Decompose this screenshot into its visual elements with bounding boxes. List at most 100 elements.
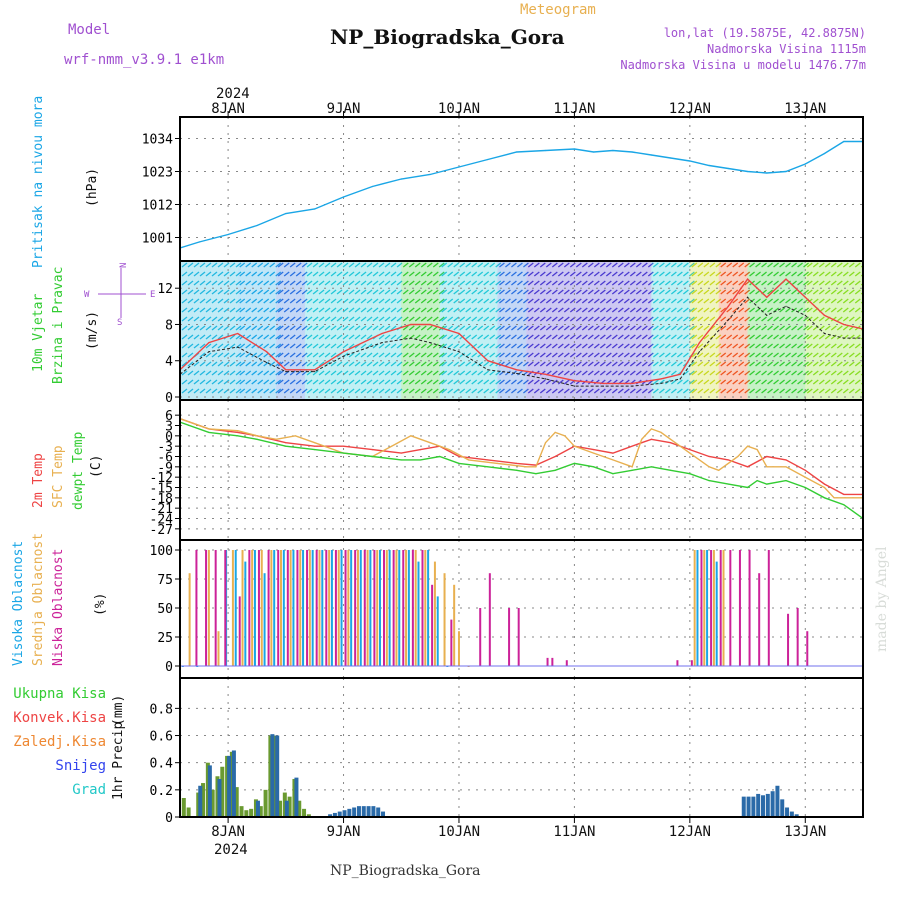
- wind-arrow: [691, 370, 698, 376]
- bar: [676, 660, 679, 666]
- wind-arrow: [697, 307, 704, 313]
- wind-arrow: [245, 280, 252, 286]
- wind-arrow: [611, 271, 618, 277]
- wind-arrow: [720, 352, 727, 358]
- wind-arrow: [477, 325, 484, 331]
- wind-arrow: [779, 388, 785, 394]
- wind-arrow: [289, 316, 296, 322]
- wind-arrow: [749, 388, 755, 394]
- wind-arrow: [738, 370, 745, 376]
- wind-arrow: [732, 388, 739, 394]
- wind-arrow: [336, 298, 343, 304]
- data-point: [823, 497, 826, 499]
- wind-arrow: [193, 388, 200, 394]
- wind-arrow: [283, 325, 290, 331]
- bar: [693, 550, 696, 666]
- wind-arrow: [193, 361, 200, 367]
- data-point: [670, 157, 672, 159]
- data-point: [439, 455, 441, 458]
- bar: [359, 550, 362, 666]
- wind-arrow: [289, 325, 296, 331]
- wind-arrow: [301, 307, 308, 313]
- data-point: [285, 212, 287, 215]
- bar: [402, 550, 405, 666]
- wind-arrow: [384, 334, 391, 340]
- wind-arrow: [652, 280, 659, 286]
- bar: [379, 550, 382, 666]
- wind-arrow: [263, 289, 270, 295]
- wind-arrow: [251, 316, 258, 322]
- wind-arrow: [499, 352, 505, 358]
- wind-arrow: [275, 388, 282, 394]
- wind-arrow: [575, 280, 582, 286]
- precip-legend-item: Konvek.Kisa: [13, 710, 106, 726]
- wind-arrow: [211, 361, 218, 367]
- wind-arrow: [277, 361, 284, 367]
- meteogram-label: Meteogram: [520, 2, 596, 18]
- wind-arrow: [390, 343, 397, 349]
- wind-arrow: [720, 343, 727, 349]
- wind-arrow: [217, 262, 224, 268]
- wind-arrow: [269, 262, 276, 268]
- watermark: made by Angel: [874, 546, 890, 652]
- wind-arrow: [289, 289, 296, 295]
- wind-arrow: [557, 388, 564, 394]
- wind-arrow: [688, 343, 695, 349]
- wind-arrow: [854, 316, 861, 322]
- wind-arrow: [527, 289, 534, 295]
- wind-arrow: [848, 361, 855, 367]
- data-point: [487, 158, 489, 161]
- wind-arrow: [211, 271, 218, 277]
- wind-arrow: [217, 271, 224, 277]
- wind-arrow: [848, 271, 855, 277]
- data-point: [670, 438, 672, 440]
- wind-arrow: [205, 262, 212, 268]
- ytick-label: 75: [157, 573, 173, 588]
- bar: [356, 550, 359, 666]
- wind-arrow: [527, 307, 534, 313]
- wind-arrow: [235, 316, 242, 322]
- wind-arrow: [324, 316, 331, 322]
- data-point: [746, 466, 749, 468]
- wind-arrow: [396, 370, 403, 376]
- wind-arrow: [824, 343, 831, 349]
- wind-arrow: [251, 334, 258, 340]
- wind-arrow: [682, 262, 689, 268]
- wind-arrow: [277, 289, 284, 295]
- wind-arrow: [289, 352, 296, 358]
- wind-arrow: [295, 370, 302, 376]
- data-point: [593, 452, 595, 454]
- wind-arrow: [539, 325, 546, 331]
- bar: [302, 808, 307, 817]
- wind-arrow: [797, 316, 803, 322]
- wind-arrow: [697, 388, 704, 394]
- wind-arrow: [251, 325, 258, 331]
- wind-arrow: [432, 370, 439, 376]
- wind-arrow: [599, 388, 606, 394]
- wind-arrow: [354, 334, 361, 340]
- wind-arrow: [408, 307, 415, 313]
- wind-arrow: [295, 388, 302, 394]
- wind-arrow: [336, 271, 343, 277]
- top-year-label: 2024: [216, 86, 250, 102]
- frame-precip: [179, 677, 864, 818]
- wind-arrow: [217, 298, 224, 304]
- wind-arrow: [217, 289, 224, 295]
- wind-arrow: [593, 343, 600, 349]
- wind-arrow: [527, 298, 534, 304]
- data-point: [882, 139, 883, 140]
- wind-arrow: [533, 289, 540, 295]
- wind-arrow: [545, 388, 552, 394]
- bar: [325, 550, 328, 666]
- wind-arrow: [235, 370, 242, 376]
- wind-arrow: [193, 370, 200, 376]
- bar: [340, 550, 343, 666]
- wind-arrow: [539, 280, 546, 286]
- wind-arrow: [523, 361, 529, 367]
- wind-arrow: [390, 307, 397, 313]
- wind-arrow: [527, 352, 534, 358]
- wind-arrow: [593, 388, 600, 394]
- wind-arrow: [465, 379, 472, 385]
- bar: [318, 550, 321, 666]
